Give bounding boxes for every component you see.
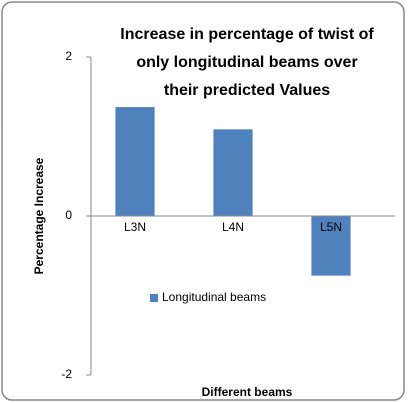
chart-title: Increase in percentage of twist of xyxy=(120,26,374,43)
bar xyxy=(115,107,155,216)
bar xyxy=(213,129,253,216)
y-tick-label: 2 xyxy=(65,49,72,63)
y-tick-label: -2 xyxy=(61,367,72,381)
legend-label: Longitudinal beams xyxy=(162,290,266,304)
legend-swatch xyxy=(150,294,158,302)
x-tick-label: L4N xyxy=(222,220,244,234)
x-tick-label: L5N xyxy=(320,220,342,234)
x-tick-label: L3N xyxy=(124,220,146,234)
bar xyxy=(311,216,351,276)
chart-title: their predicted Values xyxy=(164,82,330,99)
y-axis-title: Percentage Increase xyxy=(32,157,46,274)
y-tick-label: 0 xyxy=(65,208,72,222)
chart-title: only longitudinal beams over xyxy=(136,54,357,71)
x-axis-title: Different beams xyxy=(202,385,293,399)
